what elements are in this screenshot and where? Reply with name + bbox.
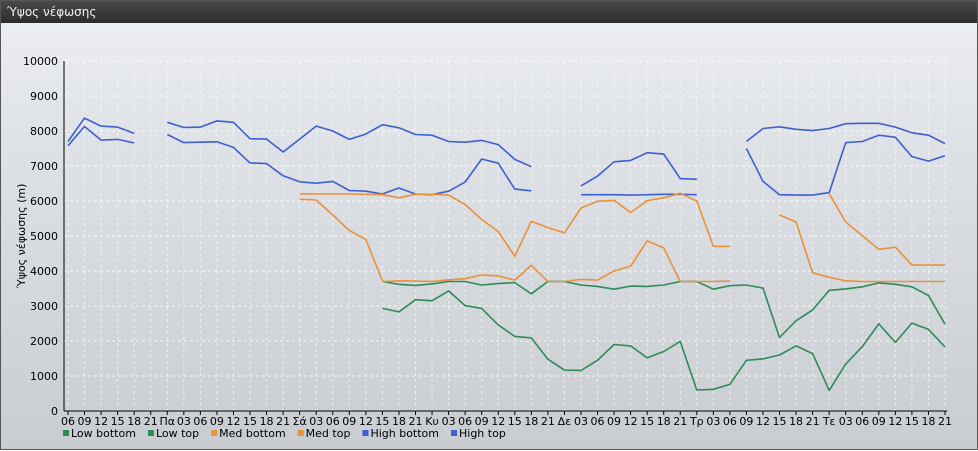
- x-tick-label: 06: [326, 415, 340, 428]
- x-tick-label: 12: [94, 415, 108, 428]
- series-line-med-bottom: [382, 240, 730, 283]
- x-tick-label: Κυ: [425, 415, 439, 428]
- x-tick-label: 09: [342, 415, 356, 428]
- series-line-med-bottom: [299, 192, 945, 266]
- x-tick-label: 15: [508, 415, 522, 428]
- x-tick-label: 15: [243, 415, 257, 428]
- x-tick-label: 18: [524, 415, 538, 428]
- x-tick-label: 21: [541, 415, 555, 428]
- legend-swatch: [362, 430, 369, 436]
- y-axis-label: Ύψος νέφωσης (m): [15, 184, 28, 290]
- y-tick-label: 10000: [23, 55, 58, 68]
- series-line-high-bottom: [67, 125, 946, 196]
- legend-swatch: [451, 430, 457, 436]
- x-tick-label: 06: [855, 415, 869, 428]
- legend-entry: Low top: [156, 427, 199, 440]
- x-tick-label: 12: [756, 415, 770, 428]
- series-line-med-top: [779, 214, 945, 283]
- x-tick-label: 06: [61, 415, 75, 428]
- legend-entry: High top: [459, 427, 506, 440]
- x-tick-label: Τε: [822, 415, 836, 428]
- x-tick-label: 09: [210, 415, 224, 428]
- legend-entry: Med top: [306, 427, 351, 440]
- y-tick-label: 6000: [30, 195, 58, 208]
- legend-entry: Low bottom: [71, 427, 136, 440]
- x-tick-label: 06: [723, 415, 737, 428]
- y-tick-label: 9000: [30, 90, 58, 103]
- x-tick-label: 21: [673, 415, 687, 428]
- x-tick-label: 03: [706, 415, 720, 428]
- x-tick-label: 21: [806, 415, 820, 428]
- x-tick-label: 03: [309, 415, 323, 428]
- x-tick-label: 18: [921, 415, 935, 428]
- x-tick-label: 12: [888, 415, 902, 428]
- x-tick-label: 15: [375, 415, 389, 428]
- x-tick-label: 06: [193, 415, 207, 428]
- x-tick-label: Πα: [160, 415, 176, 428]
- y-tick-label: 4000: [30, 265, 58, 278]
- x-tick-label: 06: [591, 415, 605, 428]
- series-line-med-top: [299, 198, 384, 282]
- x-tick-label: Δε: [558, 415, 572, 428]
- x-tick-label: 03: [442, 415, 456, 428]
- y-tick-label: 5000: [30, 230, 58, 243]
- y-tick-label: 7000: [30, 160, 58, 173]
- x-tick-label: 15: [773, 415, 787, 428]
- window-title: Ύψος νέφωσης: [1, 1, 977, 23]
- x-tick-label: Τρ: [689, 415, 704, 428]
- x-tick-label: 03: [839, 415, 853, 428]
- x-tick-label: Σά: [293, 415, 307, 428]
- legend-swatch: [297, 430, 304, 436]
- legend-swatch: [63, 430, 69, 436]
- x-tick-label: 21: [144, 415, 158, 428]
- legend-swatch: [211, 430, 218, 436]
- x-tick-label: 09: [739, 415, 753, 428]
- x-tick-label: 18: [260, 415, 274, 428]
- x-tick-label: 12: [226, 415, 240, 428]
- y-tick-label: 1000: [30, 370, 58, 383]
- x-tick-label: 15: [640, 415, 654, 428]
- x-tick-label: 12: [624, 415, 638, 428]
- y-tick-label: 2000: [30, 335, 58, 348]
- x-tick-label: 03: [574, 415, 588, 428]
- x-tick-label: 03: [177, 415, 191, 428]
- x-tick-label: 12: [359, 415, 373, 428]
- series-line-low-top: [382, 280, 946, 339]
- x-tick-label: 21: [408, 415, 422, 428]
- x-tick-label: 15: [905, 415, 919, 428]
- x-tick-label: 18: [392, 415, 406, 428]
- x-tick-label: 09: [475, 415, 489, 428]
- x-tick-label: 21: [938, 415, 952, 428]
- legend-swatch: [147, 430, 154, 436]
- y-tick-label: 8000: [30, 125, 58, 138]
- y-tick-label: 3000: [30, 300, 58, 313]
- x-tick-label: 18: [789, 415, 803, 428]
- series-line-low-bottom: [382, 290, 946, 392]
- x-tick-label: 09: [872, 415, 886, 428]
- x-tick-label: 21: [276, 415, 290, 428]
- x-tick-label: 18: [657, 415, 671, 428]
- x-tick-label: 09: [78, 415, 92, 428]
- legend-entry: Med bottom: [219, 427, 286, 440]
- y-tick-label: 0: [51, 405, 58, 418]
- legend-entry: High bottom: [370, 427, 439, 440]
- x-tick-label: 18: [127, 415, 141, 428]
- x-tick-label: 09: [607, 415, 621, 428]
- x-tick-label: 15: [111, 415, 125, 428]
- x-tick-label: 06: [458, 415, 472, 428]
- x-tick-label: 12: [491, 415, 505, 428]
- series-line-high-top: [67, 117, 946, 187]
